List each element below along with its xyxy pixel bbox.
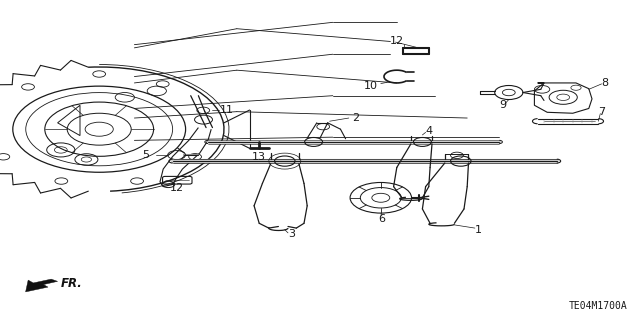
Text: 5: 5 <box>143 150 149 160</box>
Text: 2: 2 <box>351 113 359 123</box>
Polygon shape <box>26 279 58 292</box>
Text: 1: 1 <box>476 225 482 235</box>
Text: TE04M1700A: TE04M1700A <box>568 301 627 311</box>
Text: 10: 10 <box>364 81 378 91</box>
Text: 11: 11 <box>220 105 234 115</box>
Text: 6: 6 <box>379 213 385 224</box>
Text: 9: 9 <box>499 100 506 110</box>
Text: 8: 8 <box>601 78 609 88</box>
Text: FR.: FR. <box>61 278 83 290</box>
Text: 3: 3 <box>288 229 294 240</box>
Text: 12: 12 <box>390 36 404 47</box>
Text: 4: 4 <box>425 126 433 136</box>
Text: 7: 7 <box>598 107 605 117</box>
Text: 12: 12 <box>170 183 184 193</box>
Text: 13: 13 <box>252 152 266 162</box>
